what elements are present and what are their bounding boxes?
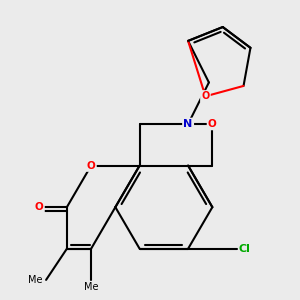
Text: Cl: Cl [238,244,250,254]
Text: O: O [208,119,217,129]
Text: O: O [87,160,95,171]
Text: O: O [35,202,44,212]
Text: Me: Me [28,275,43,285]
Text: N: N [184,119,193,129]
Text: O: O [201,91,209,101]
Text: Me: Me [84,282,98,292]
